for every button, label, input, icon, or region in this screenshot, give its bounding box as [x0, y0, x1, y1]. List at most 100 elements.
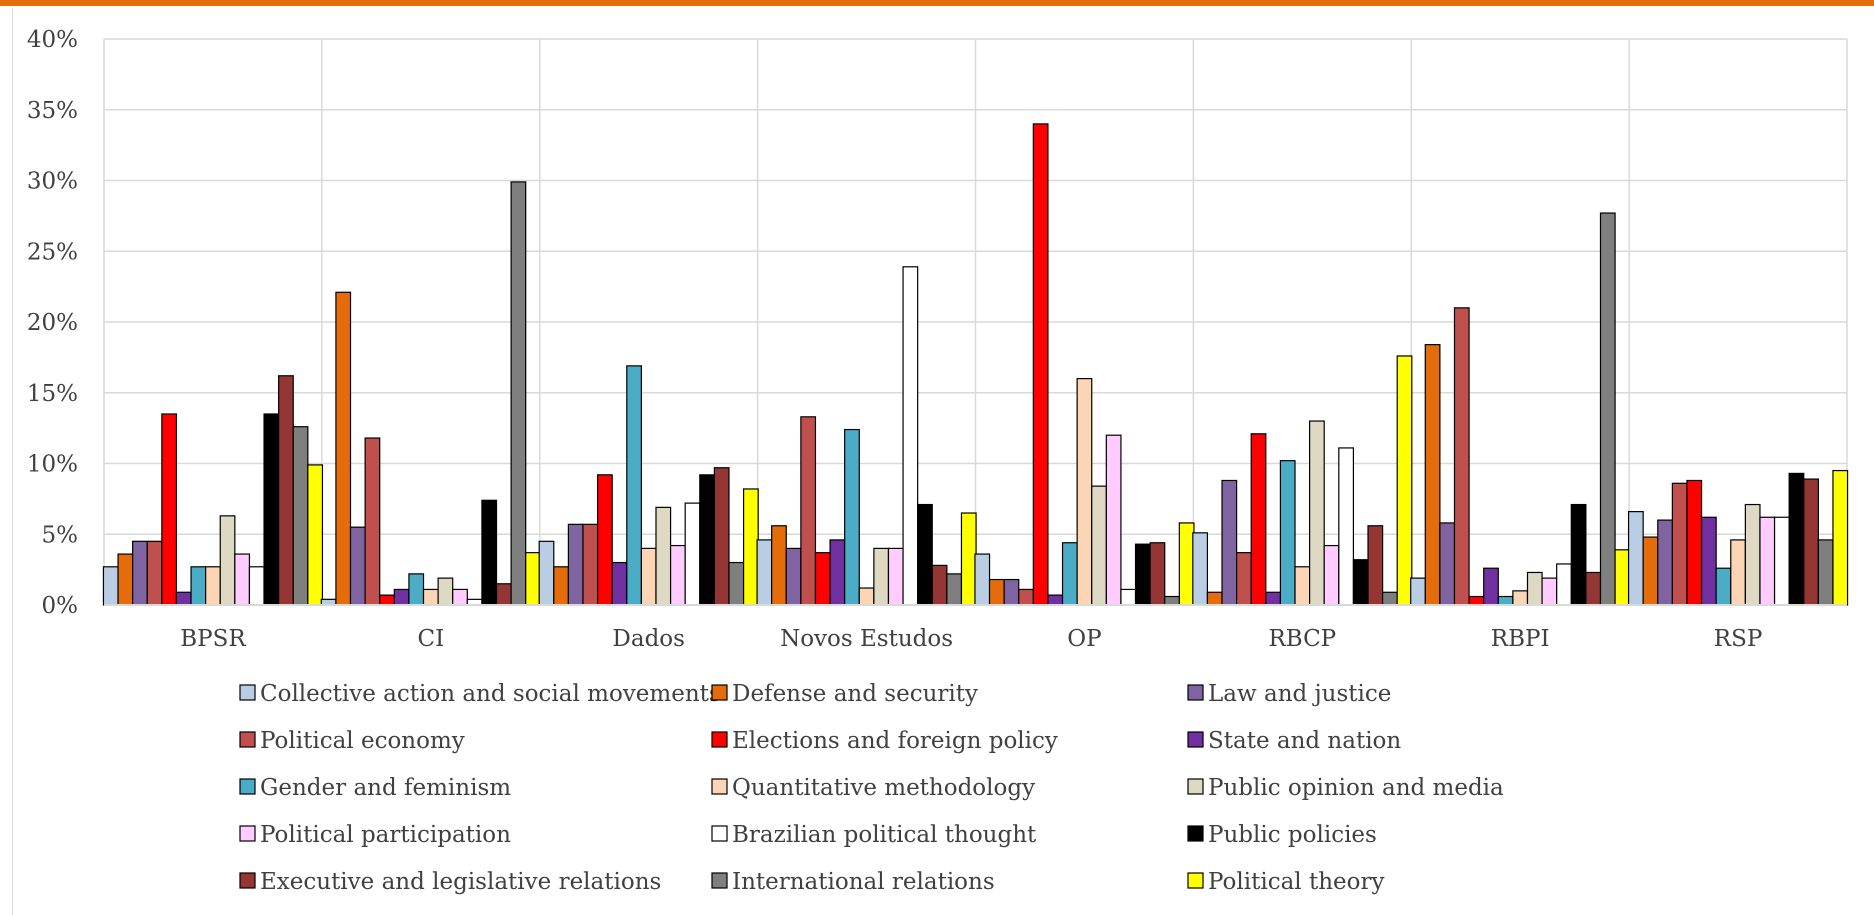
- legend-label: Political economy: [260, 728, 465, 754]
- bar: [1453, 307, 1470, 606]
- legend-item: Law and justice: [1187, 681, 1391, 707]
- bar: [1192, 532, 1209, 606]
- legend-swatch: [1187, 872, 1204, 889]
- legend-swatch: [711, 778, 728, 795]
- bar: [1323, 544, 1340, 606]
- legend-swatch: [239, 684, 256, 701]
- bar: [902, 266, 919, 606]
- bar: [1439, 522, 1456, 606]
- bar: [263, 413, 280, 606]
- bar: [1018, 588, 1034, 606]
- bar: [408, 573, 425, 606]
- bar: [1352, 559, 1369, 606]
- bar: [1164, 595, 1180, 606]
- bar: [553, 566, 569, 606]
- legend-item: Executive and legislative relations: [239, 869, 661, 895]
- bar: [1671, 482, 1688, 606]
- bar: [917, 503, 933, 606]
- x-tick-label: Dados: [612, 626, 685, 652]
- bar: [1250, 433, 1267, 606]
- bar: [422, 588, 439, 606]
- bar: [785, 547, 802, 606]
- bar: [292, 426, 309, 606]
- bar: [1003, 578, 1020, 606]
- bar: [1803, 478, 1819, 606]
- bar: [1788, 472, 1805, 606]
- y-tick-label: 20%: [27, 310, 78, 336]
- bar: [146, 540, 163, 606]
- legend-label: International relations: [732, 869, 995, 895]
- bar: [1526, 571, 1543, 606]
- bar: [1730, 539, 1746, 606]
- bar: [1817, 539, 1834, 606]
- bar: [393, 588, 410, 606]
- legend-swatch: [711, 731, 728, 748]
- bar: [1279, 460, 1296, 606]
- bar: [175, 591, 192, 606]
- bar: [771, 525, 787, 606]
- bar: [538, 540, 555, 606]
- bar: [1047, 594, 1064, 606]
- bar: [1120, 588, 1137, 606]
- bar: [567, 523, 584, 606]
- bar: [437, 577, 454, 606]
- bar: [814, 552, 831, 606]
- bar: [1061, 542, 1078, 606]
- y-tick-label: 15%: [27, 381, 78, 407]
- bar: [248, 566, 265, 606]
- bar: [510, 181, 527, 606]
- legend-label: Political theory: [1208, 869, 1384, 895]
- legend-swatch: [711, 684, 728, 701]
- legend-item: Gender and feminism: [239, 775, 511, 801]
- bar: [800, 416, 817, 606]
- y-axis-tick-labels: 0% 5% 10% 15% 20% 25% 30% 35% 40%: [27, 27, 78, 619]
- bar: [669, 544, 686, 606]
- bar: [596, 474, 613, 606]
- bar: [829, 539, 846, 606]
- legend-label: Collective action and social movements: [260, 681, 721, 707]
- y-tick-label: 30%: [27, 169, 78, 195]
- legend-label: Executive and legislative relations: [260, 869, 661, 895]
- legend-swatch: [239, 778, 256, 795]
- legend-label: State and nation: [1208, 728, 1401, 754]
- bar: [582, 523, 599, 606]
- legend-swatch: [239, 731, 256, 748]
- bar: [1134, 543, 1151, 606]
- bar: [1759, 516, 1776, 606]
- bar: [1585, 571, 1602, 606]
- bar: [1614, 549, 1631, 606]
- x-axis-category-labels: BPSR CI Dados Novos Estudos OP RBCP RBPI RSP: [180, 626, 1762, 652]
- bar: [1221, 479, 1238, 606]
- x-tick-label: RBCP: [1268, 626, 1336, 652]
- legend-label: Brazilian political thought: [732, 822, 1037, 848]
- bar: [525, 552, 541, 606]
- legend-item: Public policies: [1187, 822, 1377, 848]
- legend-label: Public policies: [1208, 822, 1377, 848]
- bar: [713, 467, 730, 606]
- bar: [931, 564, 948, 606]
- bar: [1410, 577, 1426, 606]
- bar: [452, 588, 468, 606]
- bar: [988, 578, 1005, 606]
- top-accent-rule: [0, 0, 1874, 6]
- bar: [1309, 420, 1325, 606]
- x-tick-label: CI: [417, 626, 444, 652]
- bar: [495, 583, 512, 606]
- bar: [756, 539, 773, 606]
- legend-label: Quantitative methodology: [732, 775, 1035, 801]
- legend-item: Political economy: [239, 728, 465, 754]
- legend-item: State and nation: [1187, 728, 1401, 754]
- bar: [1744, 503, 1761, 606]
- legend-swatch: [1187, 731, 1204, 748]
- bar: [1076, 378, 1093, 606]
- bar: [887, 547, 904, 606]
- legend-item: Brazilian political thought: [711, 822, 1037, 848]
- bar: [481, 499, 498, 606]
- legend-swatch: [711, 872, 728, 889]
- bar: [379, 594, 395, 606]
- bar: [1700, 516, 1717, 606]
- bar: [1715, 567, 1732, 606]
- bar: [1294, 566, 1311, 606]
- bar: [974, 553, 991, 606]
- bar: [307, 464, 324, 606]
